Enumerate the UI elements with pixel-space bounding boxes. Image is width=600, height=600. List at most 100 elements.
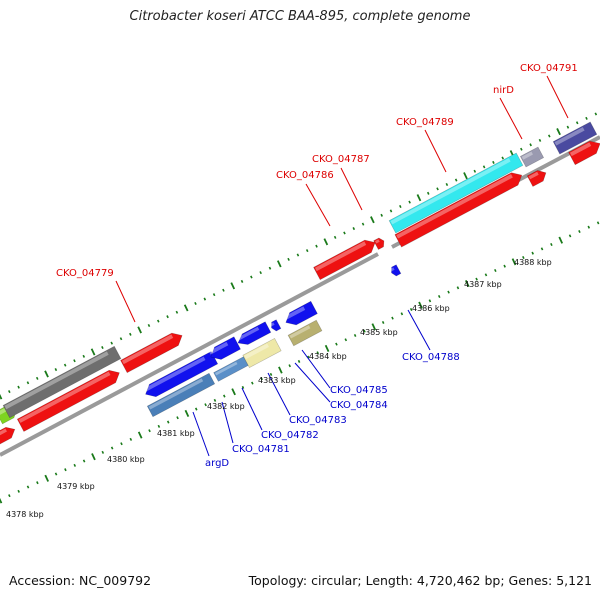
- inner-minor-tick: [120, 442, 123, 446]
- gene-CKO_04787: [373, 237, 385, 250]
- outer-minor-tick: [426, 191, 430, 195]
- inner-minor-tick: [101, 450, 105, 454]
- accession-text: Accession: NC_009792: [9, 573, 152, 588]
- backbone-left: [0, 252, 379, 457]
- gene-red-row2-a: [16, 369, 120, 432]
- gene-nirD-shape: [519, 146, 545, 168]
- inner-minor-tick: [578, 230, 581, 234]
- tick-label-4379: 4379 kbp: [57, 482, 95, 491]
- gene-argD: [143, 351, 219, 398]
- leader-CKO_04782: [241, 387, 263, 431]
- gene-nirD-highlight: [521, 151, 533, 160]
- outer-minor-tick: [101, 346, 104, 350]
- gene-CKO_04779: [120, 332, 183, 374]
- inner-minor-tick: [409, 307, 413, 311]
- inner-minor-tick: [307, 355, 310, 359]
- label-leader-lines: [115, 75, 569, 457]
- outer-minor-tick: [594, 112, 598, 116]
- inner-major-tick: [418, 301, 423, 309]
- outer-major-tick: [556, 128, 561, 136]
- tick-label-4378: 4378 kbp: [6, 510, 44, 519]
- outer-major-tick: [323, 238, 329, 246]
- inner-minor-tick: [475, 277, 478, 281]
- inner-major-tick: [44, 474, 50, 482]
- outer-major-tick: [230, 282, 236, 290]
- gene-CKO_04786-shape: [313, 239, 376, 281]
- leader-CKO_04789: [424, 129, 447, 173]
- outer-minor-tick: [566, 125, 570, 129]
- inner-minor-tick: [381, 320, 385, 324]
- gene-CKO_04786-highlight: [314, 241, 367, 272]
- outer-minor-tick: [287, 257, 290, 261]
- gene-red-row2-d-highlight: [569, 142, 592, 157]
- gene-CKO_04783-highlight: [208, 341, 229, 355]
- inner-minor-tick: [587, 225, 591, 229]
- outer-major-tick: [0, 393, 3, 400]
- leader-CKO_04783: [267, 372, 291, 416]
- inner-minor-tick: [503, 264, 506, 268]
- gene-CKO_04788-highlight: [390, 267, 395, 272]
- inner-minor-tick: [316, 351, 320, 355]
- leader-CKO_04786: [305, 183, 331, 227]
- outer-minor-tick: [361, 222, 365, 226]
- outer-minor-tick: [538, 138, 542, 142]
- gene-CKO_04787-shape: [373, 237, 385, 250]
- inner-minor-tick: [54, 472, 58, 476]
- outer-minor-tick: [473, 169, 477, 173]
- inner-major-tick: [371, 323, 377, 331]
- gene-label-CKO_04781: CKO_04781: [232, 444, 290, 455]
- gene-argD-shape: [145, 351, 219, 398]
- gene-red-row2-a-highlight: [18, 371, 111, 423]
- gene-CKO_04784-highlight: [244, 343, 269, 360]
- outer-minor-tick: [352, 227, 356, 231]
- gene-argD-highlight: [143, 356, 206, 392]
- inner-minor-tick: [166, 420, 170, 424]
- gene-CKO_04785-a-highlight: [236, 326, 260, 342]
- outer-minor-tick: [26, 381, 30, 385]
- inner-minor-tick: [335, 342, 338, 346]
- outer-minor-tick: [547, 134, 551, 138]
- inner-minor-tick: [64, 468, 67, 472]
- tick-label-4384: 4384 kbp: [309, 352, 347, 361]
- outer-major-tick: [44, 370, 49, 378]
- inner-minor-tick: [157, 424, 161, 428]
- gene-grey-box: [2, 345, 122, 419]
- outer-minor-tick: [82, 354, 86, 358]
- inner-minor-tick: [73, 463, 77, 467]
- outer-major-tick: [137, 326, 142, 334]
- tick-label-4386: 4386 kbp: [412, 304, 450, 313]
- gene-CKO_04784: [242, 337, 282, 369]
- inner-minor-tick: [297, 359, 301, 363]
- outer-minor-tick: [575, 121, 579, 125]
- gene-CKO_04785-b-highlight: [270, 322, 275, 327]
- gene-CKO_04784-shape: [242, 337, 282, 369]
- gene-red-row2-c-shape: [526, 170, 547, 187]
- leader-CKO_04781: [221, 401, 234, 444]
- inner-minor-tick: [129, 437, 133, 441]
- inner-minor-tick: [428, 299, 432, 303]
- inner-major-tick: [184, 409, 190, 417]
- gene-CKO_04785-a: [236, 321, 272, 345]
- outer-minor-tick: [445, 182, 449, 186]
- gene-red-row2-c: [526, 170, 547, 187]
- inner-tick-row: [0, 221, 600, 504]
- outer-minor-tick: [529, 143, 532, 147]
- gene-red-row2-b-highlight: [396, 174, 513, 239]
- gene-red-row2-b-shape: [394, 172, 523, 248]
- gene-red-row2-d: [568, 140, 600, 166]
- inner-minor-tick: [36, 481, 39, 485]
- gene-label-CKO_04791: CKO_04791: [520, 63, 578, 74]
- gene-CKO_04786: [313, 239, 376, 281]
- outer-minor-tick: [35, 376, 39, 380]
- tick-label-4385: 4385 kbp: [360, 328, 398, 337]
- outer-tick-row: [0, 112, 598, 400]
- gene-red-row2-a-shape: [16, 369, 120, 432]
- inner-minor-tick: [391, 316, 394, 320]
- gene-label-argD: argD: [205, 458, 229, 469]
- inner-minor-tick: [344, 338, 348, 342]
- gene-CKO_04783-shape: [210, 336, 241, 360]
- gene-red-left-2-highlight: [0, 428, 7, 437]
- inner-minor-tick: [288, 364, 291, 368]
- outer-minor-tick: [268, 266, 272, 270]
- outer-minor-tick: [296, 253, 300, 257]
